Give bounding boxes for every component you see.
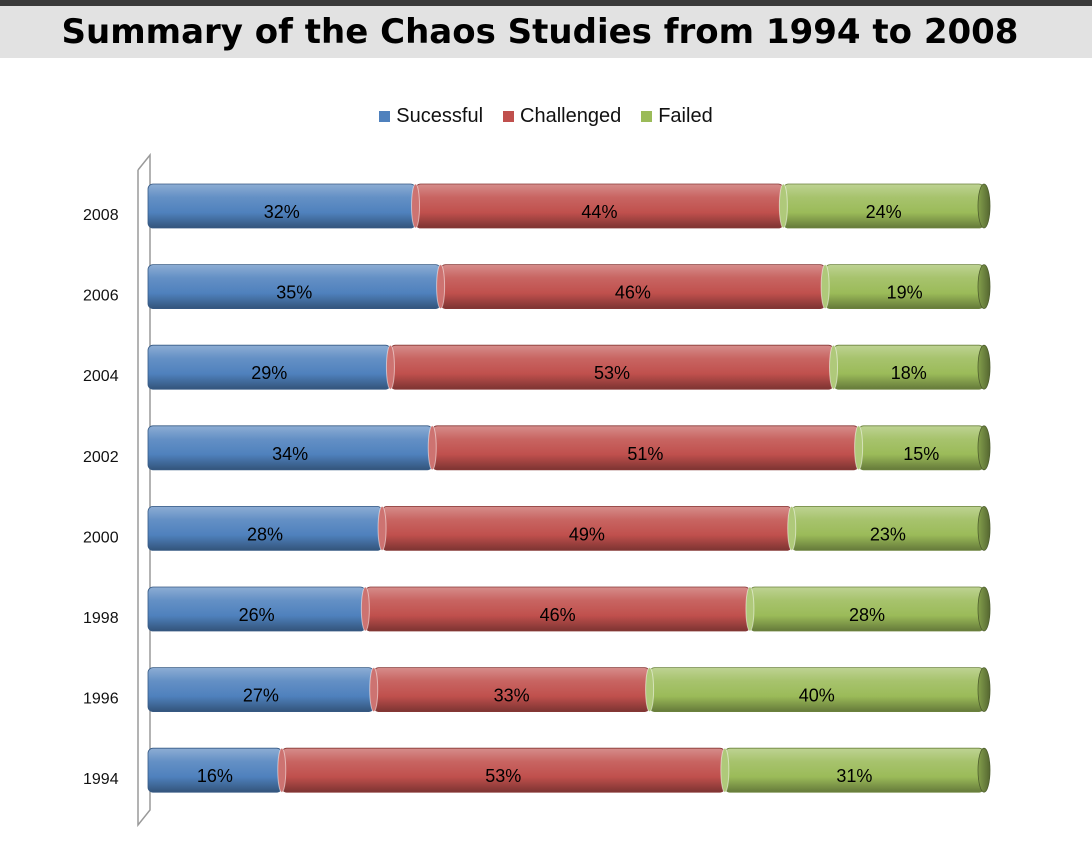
data-label-challenged: 46%: [615, 283, 651, 303]
axis-wall: [137, 152, 151, 828]
y-tick-label: 2002: [83, 449, 119, 466]
y-tick-label: 1996: [83, 691, 119, 708]
data-label-challenged: 53%: [485, 766, 521, 786]
data-label-successful: 26%: [239, 605, 275, 625]
segment-joint: [411, 183, 421, 229]
legend: Sucessful Challenged Failed: [0, 100, 1092, 132]
data-label-challenged: 53%: [594, 363, 630, 383]
legend-swatch-failed: [641, 110, 653, 122]
segment-joint: [745, 586, 755, 632]
data-label-failed: 18%: [891, 363, 927, 383]
data-label-failed: 24%: [866, 202, 902, 222]
data-label-successful: 32%: [264, 202, 300, 222]
bar-end-cap: [977, 586, 991, 632]
data-label-successful: 27%: [243, 686, 279, 706]
segment-joint: [778, 183, 788, 229]
data-label-failed: 15%: [903, 444, 939, 464]
bar-end-cap: [977, 747, 991, 793]
bar-end-cap: [977, 667, 991, 712]
legend-label-challenged: Challenged: [520, 104, 622, 127]
y-tick-label: 2008: [83, 207, 119, 224]
bar-end-cap: [977, 506, 991, 551]
y-tick-label: 2004: [83, 368, 119, 385]
segment-joint: [360, 586, 370, 632]
data-label-successful: 28%: [247, 524, 283, 544]
segment-joint: [720, 747, 730, 793]
y-tick-label: 1998: [83, 610, 119, 627]
y-tick-label: 2006: [83, 288, 119, 305]
bar-end-cap: [977, 425, 991, 471]
y-tick-label: 1994: [83, 771, 119, 788]
data-label-challenged: 33%: [494, 686, 530, 706]
data-label-successful: 35%: [276, 283, 312, 303]
legend-item-successful: Sucessful: [379, 105, 483, 128]
data-label-failed: 23%: [870, 524, 906, 544]
legend-swatch-successful: [379, 110, 391, 122]
legend-item-failed: Failed: [641, 104, 713, 128]
data-label-successful: 29%: [251, 363, 287, 383]
data-label-successful: 16%: [197, 766, 233, 786]
legend-label-successful: Sucessful: [396, 104, 484, 127]
data-label-challenged: 51%: [627, 444, 663, 464]
segment-joint: [820, 264, 830, 310]
legend-item-challenged: Challenged: [503, 105, 621, 128]
segment-joint: [787, 505, 797, 551]
bar-end-cap: [977, 264, 991, 310]
data-label-challenged: 44%: [581, 202, 617, 222]
title-band: [0, 6, 1092, 58]
data-label-successful: 34%: [272, 444, 308, 464]
bar-end-cap: [977, 183, 991, 229]
bar-end-cap: [977, 344, 991, 390]
segment-joint: [829, 344, 839, 390]
top-rule: [0, 0, 1092, 6]
data-label-failed: 31%: [836, 766, 872, 786]
segment-joint: [427, 425, 437, 471]
segment-joint: [369, 667, 379, 713]
data-label-failed: 40%: [799, 686, 835, 706]
segment-joint: [436, 264, 446, 310]
segment-joint: [385, 344, 395, 390]
data-label-failed: 28%: [849, 605, 885, 625]
segment-joint: [854, 425, 864, 471]
legend-swatch-challenged: [503, 110, 515, 122]
data-label-challenged: 49%: [569, 524, 605, 544]
legend-label-failed: Failed: [658, 104, 713, 127]
segment-joint: [645, 667, 655, 713]
segment-joint: [377, 505, 387, 551]
data-label-failed: 19%: [887, 283, 923, 303]
data-label-challenged: 46%: [540, 605, 576, 625]
segment-joint: [277, 747, 287, 793]
y-tick-label: 2000: [83, 529, 119, 546]
chart-title: Summary of the Chaos Studies from 1994 t…: [61, 12, 1019, 52]
